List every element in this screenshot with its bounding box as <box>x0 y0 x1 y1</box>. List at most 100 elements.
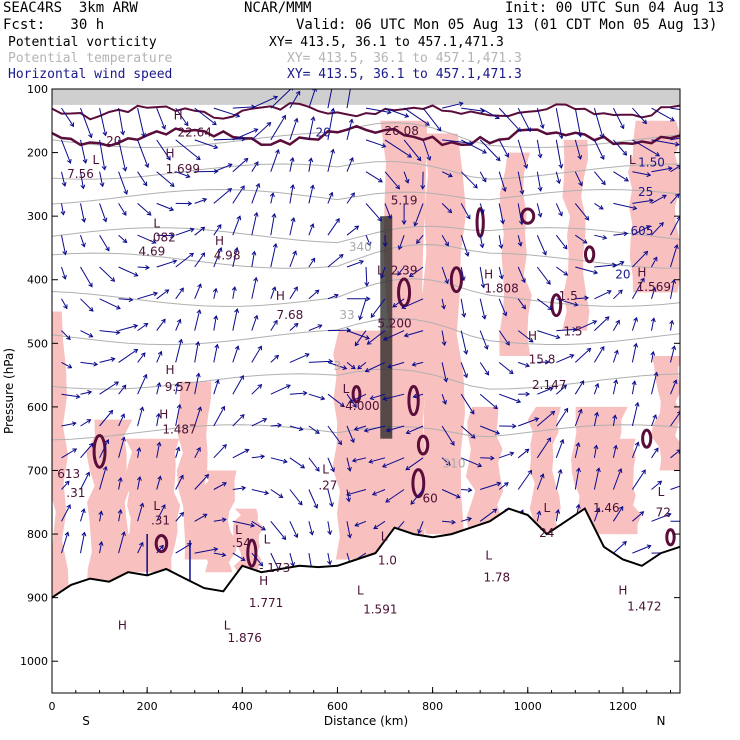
wind-shaft <box>651 194 667 204</box>
wind-arrowhead <box>463 349 469 355</box>
pv-contour-blob <box>407 384 420 417</box>
field-value-label: 1.699 <box>166 162 200 176</box>
wind-shaft <box>251 122 271 141</box>
wind-shaft <box>631 278 645 300</box>
wind-vector <box>194 197 208 204</box>
pv-shade-region <box>52 311 70 598</box>
y-tick-label: 100 <box>27 83 48 96</box>
wind-vector <box>80 330 94 338</box>
wind-arrowhead <box>392 303 398 308</box>
wind-vector <box>118 384 127 395</box>
x-axis-south-label: S <box>82 714 90 728</box>
wind-vector <box>397 235 405 251</box>
wind-vector <box>498 482 509 490</box>
wind-vector <box>594 316 610 331</box>
forecast-hour: Fcst: 30 h <box>3 17 105 33</box>
wind-shaft <box>575 234 587 244</box>
wind-shaft <box>270 384 291 395</box>
wind-vector <box>232 414 245 427</box>
wind-shaft <box>632 545 651 554</box>
wind-vector <box>365 235 372 247</box>
wind-shaft <box>414 203 424 226</box>
wind-arrowhead <box>387 363 393 369</box>
wind-arrowhead <box>122 166 128 172</box>
wind-arrowhead <box>676 165 680 170</box>
wind-arrowhead <box>354 225 360 231</box>
wind-arrowhead <box>240 556 246 561</box>
wind-arrowhead <box>467 516 473 522</box>
wind-shaft <box>556 354 574 363</box>
wind-arrowhead <box>262 418 268 423</box>
wind-arrowhead <box>381 463 387 468</box>
wind-arrowhead <box>285 384 291 389</box>
wind-vector <box>213 187 233 204</box>
wind-vector <box>346 192 355 204</box>
wind-arrowhead <box>195 372 201 378</box>
wind-shaft <box>308 489 318 509</box>
wind-arrowhead <box>241 136 247 142</box>
wind-arrowhead <box>253 128 259 133</box>
wind-vector <box>403 107 430 126</box>
wind-arrowhead <box>337 440 343 446</box>
wind-shaft <box>137 107 145 137</box>
wind-vector <box>175 171 191 179</box>
wind-shaft <box>537 330 560 339</box>
wind-vector <box>175 201 193 207</box>
wind-vector <box>353 425 367 431</box>
wind-vector <box>348 393 367 404</box>
wind-vector <box>631 469 646 490</box>
wind-vector <box>632 250 649 268</box>
wind-shaft <box>594 290 612 300</box>
wind-arrowhead <box>685 482 689 486</box>
pv-shade-region <box>199 470 237 573</box>
wind-vector <box>270 489 284 498</box>
wind-shaft <box>232 414 245 427</box>
wind-arrowhead <box>467 487 473 493</box>
wind-arrowhead <box>412 393 418 399</box>
wind-vector <box>80 298 94 312</box>
wind-shaft <box>612 468 622 490</box>
wind-shaft <box>613 202 637 210</box>
wind-shaft <box>213 188 232 204</box>
wind-shaft <box>61 448 77 459</box>
wind-arrowhead <box>266 121 272 127</box>
wind-arrowhead <box>275 148 280 154</box>
wind-shaft <box>232 247 238 268</box>
wind-arrowhead <box>622 540 627 546</box>
wind-shaft <box>384 107 409 118</box>
wind-shaft <box>251 489 269 494</box>
wind-arrowhead <box>602 235 608 240</box>
field-value-label: 33 <box>339 308 354 322</box>
wind-vector <box>417 521 424 535</box>
wind-vector <box>631 342 639 363</box>
field-value-label: 60 <box>423 491 438 505</box>
wind-shaft <box>156 382 161 395</box>
wind-shaft <box>156 442 161 458</box>
wind-vector <box>251 276 259 299</box>
wind-vector <box>118 531 126 554</box>
wind-vector <box>80 266 93 288</box>
wind-shaft <box>175 339 182 363</box>
wind-shaft <box>517 171 524 194</box>
wind-arrowhead <box>673 244 679 250</box>
wind-shaft <box>289 457 305 469</box>
wind-arrowhead <box>214 379 220 385</box>
wind-shaft <box>536 437 551 459</box>
wind-vector <box>346 521 352 539</box>
wind-arrowhead <box>556 179 561 185</box>
field-value-label: 613 <box>57 467 80 481</box>
wind-vector <box>118 413 125 427</box>
wind-shaft <box>479 362 489 376</box>
wind-arrowhead <box>273 95 279 101</box>
wind-vector <box>232 128 259 141</box>
wind-vector <box>555 468 563 490</box>
wind-shaft <box>555 385 567 395</box>
wind-arrowhead <box>347 466 352 472</box>
wind-shaft <box>479 508 497 522</box>
wind-vector <box>99 298 121 310</box>
wind-arrowhead <box>504 482 509 487</box>
wind-vector <box>232 246 239 268</box>
wind-shaft <box>80 532 85 554</box>
wind-vector <box>575 234 588 244</box>
wind-shaft <box>537 298 552 310</box>
